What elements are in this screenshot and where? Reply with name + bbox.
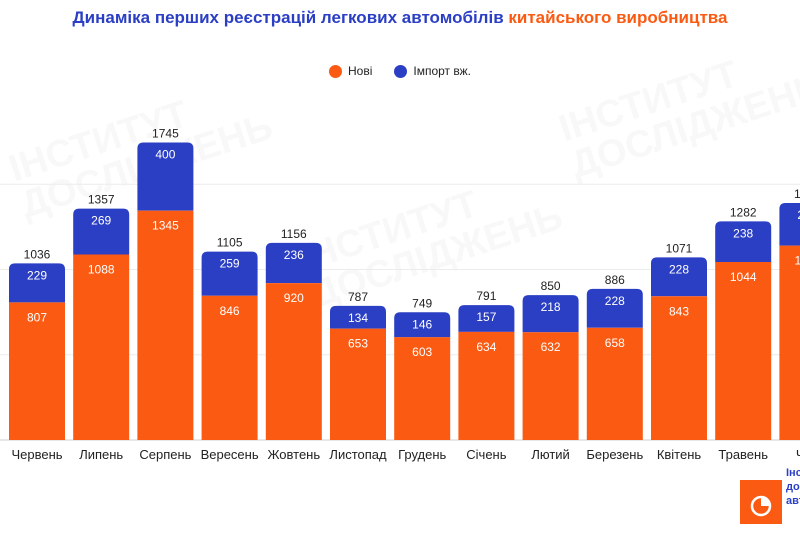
bar-import	[265, 242, 322, 284]
bar-import	[137, 142, 194, 211]
data-label-total: 1156	[281, 227, 307, 241]
bar-import	[458, 305, 515, 332]
x-tick-label: Вересень	[201, 447, 259, 462]
bar-import	[522, 295, 579, 333]
data-label-total: 749	[412, 296, 432, 310]
data-label-new: 634	[476, 340, 496, 354]
bar-new	[715, 261, 772, 440]
data-label-new: 1088	[88, 262, 115, 276]
x-tick-label: Квітень	[657, 447, 702, 462]
bar-import	[715, 221, 772, 262]
chart-title-main: Динаміка перших реєстрацій легкових авто…	[72, 8, 509, 27]
data-label-import: 250	[797, 208, 800, 222]
bar-new	[330, 328, 386, 440]
logo-pie-slice	[761, 497, 770, 506]
data-label-new: 603	[412, 345, 432, 359]
data-label-import: 228	[605, 294, 625, 308]
data-label-import: 259	[220, 257, 240, 271]
data-label-new: 1044	[730, 270, 757, 284]
bar-import	[779, 203, 800, 246]
data-label-import: 218	[541, 300, 561, 314]
bar-new	[522, 332, 579, 440]
bar-import	[586, 288, 643, 328]
data-label-import: 157	[476, 310, 496, 324]
x-tick-label: Січень	[466, 447, 506, 462]
legend-label-import: Імпорт вж.	[413, 64, 471, 78]
bar-new	[9, 302, 65, 440]
bar-new	[265, 283, 322, 440]
bar-new	[586, 327, 643, 440]
logo-text-2: дос	[786, 481, 800, 493]
institute-logo: Інс дос авт	[740, 467, 800, 524]
chart-legend: Нові Імпорт вж.	[0, 64, 800, 78]
x-tick-label: Лютий	[531, 447, 569, 462]
data-label-total: 1357	[88, 193, 115, 207]
data-label-import: 238	[733, 226, 753, 240]
chart-title: Динаміка перших реєстрацій легкових авто…	[0, 8, 800, 28]
bar-import	[73, 208, 130, 255]
bar-import	[201, 251, 258, 296]
x-tick-label: Чер	[796, 447, 800, 462]
x-tick-label: Жовтень	[267, 447, 320, 462]
data-label-import: 400	[155, 147, 175, 161]
data-label-total: 791	[476, 289, 496, 303]
data-label-new: 653	[348, 337, 368, 351]
bar-new	[137, 210, 194, 440]
data-label-total: 1036	[24, 247, 51, 261]
data-label-total: 1282	[730, 205, 757, 219]
data-label-import: 146	[412, 317, 432, 331]
data-label-import: 229	[27, 268, 47, 282]
legend-item-import: Імпорт вж.	[394, 64, 471, 78]
data-label-total: 787	[348, 290, 368, 304]
legend-swatch-import	[394, 64, 408, 78]
x-tick-label: Листопад	[329, 447, 387, 462]
bar-import	[330, 305, 386, 329]
data-label-new: 1345	[152, 219, 179, 233]
data-label-total: 850	[541, 279, 561, 293]
data-label-total: 1071	[666, 241, 693, 255]
bar-new	[73, 254, 130, 440]
data-label-new: 843	[669, 304, 689, 318]
chart-title-accent: китайського виробництва	[508, 8, 728, 27]
bar-new	[201, 295, 258, 440]
data-label-new: 1140	[794, 254, 800, 268]
data-label-import: 228	[669, 262, 689, 276]
x-tick-label: Березень	[586, 447, 643, 462]
logo-text-1: Інс	[786, 467, 800, 479]
data-label-import: 236	[284, 248, 304, 262]
x-tick-label: Червень	[11, 447, 62, 462]
bar-new	[779, 245, 800, 440]
data-label-import: 269	[91, 214, 111, 228]
x-tick-label: Липень	[79, 447, 123, 462]
x-tick-label: Серпень	[139, 447, 191, 462]
data-label-new: 632	[541, 340, 561, 354]
legend-swatch-new	[329, 64, 342, 78]
data-label-new: 807	[27, 310, 47, 324]
bar-import	[651, 257, 707, 297]
bar-import	[9, 263, 65, 303]
x-tick-label: Грудень	[398, 447, 446, 462]
x-tick-label: Травень	[718, 447, 768, 462]
data-label-import: 134	[348, 311, 368, 325]
legend-label-new: Нові	[348, 64, 373, 78]
data-label-new: 658	[605, 336, 625, 350]
data-label-total: 886	[605, 273, 625, 287]
data-label-total: 1390	[794, 187, 800, 201]
bar-import	[394, 312, 451, 338]
bar-new	[394, 337, 451, 440]
data-label-total: 1745	[152, 126, 179, 140]
bar-new	[651, 296, 707, 440]
data-label-new: 920	[284, 291, 304, 305]
legend-item-new: Нові	[329, 64, 372, 78]
data-label-new: 846	[220, 304, 240, 318]
bar-new	[458, 331, 515, 440]
logo-text-3: авт	[786, 495, 800, 507]
data-label-total: 1105	[217, 236, 243, 250]
